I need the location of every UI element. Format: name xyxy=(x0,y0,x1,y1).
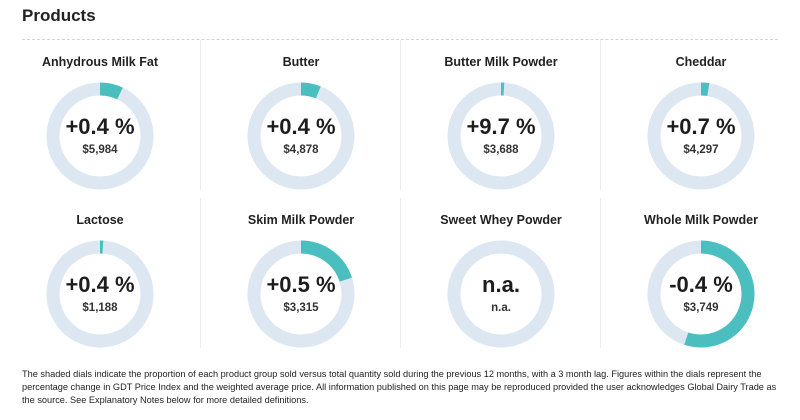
average-price: $3,315 xyxy=(283,302,319,314)
product-card[interactable]: Anhydrous Milk Fat +0.4 % $5,984 xyxy=(0,40,200,190)
average-price: $3,749 xyxy=(683,302,719,314)
average-price: $5,984 xyxy=(82,144,118,156)
price-index-change: +0.4 % xyxy=(65,272,135,297)
product-card[interactable]: Lactose +0.4 % $1,188 xyxy=(0,198,200,348)
dial-ring xyxy=(247,240,355,348)
average-price: $1,188 xyxy=(82,302,118,314)
section-title: Products xyxy=(22,6,96,25)
product-name: Whole Milk Powder xyxy=(644,213,758,227)
product-card[interactable]: Skim Milk Powder +0.5 % $3,315 xyxy=(200,198,401,348)
product-dial: +0.7 % $4,297 xyxy=(646,81,756,191)
dial-share-arc xyxy=(46,240,154,348)
dial-share-arc xyxy=(247,82,355,190)
product-dial: +0.4 % $1,188 xyxy=(45,239,155,349)
product-card[interactable]: Butter +0.4 % $4,878 xyxy=(200,40,401,190)
product-dial: +0.5 % $3,315 xyxy=(246,239,356,349)
product-dial: +0.4 % $4,878 xyxy=(246,81,356,191)
dial-share-arc xyxy=(647,240,755,348)
dial-ring xyxy=(447,82,555,190)
product-name: Sweet Whey Powder xyxy=(440,213,562,227)
price-index-change: -0.4 % xyxy=(669,272,733,297)
dial-share-arc xyxy=(647,82,755,190)
dial-share-arc xyxy=(46,82,154,190)
section-divider xyxy=(22,39,778,40)
product-row-1: Anhydrous Milk Fat +0.4 % $5,984 Butter xyxy=(0,40,800,190)
product-card[interactable]: Cheddar +0.7 % $4,297 xyxy=(600,40,800,190)
product-row-2: Lactose +0.4 % $1,188 Skim Milk Powder xyxy=(0,198,800,348)
product-dial: +0.4 % $5,984 xyxy=(45,81,155,191)
dial-ring xyxy=(647,82,755,190)
price-index-change: +9.7 % xyxy=(466,114,536,139)
price-index-change: +0.7 % xyxy=(666,114,736,139)
dial-share-arc xyxy=(447,82,555,190)
product-name: Butter Milk Powder xyxy=(444,55,558,69)
product-name: Butter xyxy=(282,55,320,69)
price-index-change: n.a. xyxy=(482,272,520,297)
product-dial: -0.4 % $3,749 xyxy=(646,239,756,349)
price-index-change: +0.5 % xyxy=(266,272,336,297)
product-name: Cheddar xyxy=(675,55,727,69)
product-dial: n.a. n.a. xyxy=(446,239,556,349)
product-card[interactable]: Butter Milk Powder +9.7 % $3,688 xyxy=(400,40,601,190)
price-index-change: +0.4 % xyxy=(65,114,135,139)
product-name: Anhydrous Milk Fat xyxy=(42,55,158,69)
product-name: Skim Milk Powder xyxy=(247,213,355,227)
dial-ring xyxy=(46,240,154,348)
dial-ring xyxy=(247,82,355,190)
average-price: $4,878 xyxy=(283,144,319,156)
footnote: The shaded dials indicate the proportion… xyxy=(22,369,777,405)
dial-share-arc xyxy=(247,240,355,348)
dial-track xyxy=(447,240,555,348)
product-dial: +9.7 % $3,688 xyxy=(446,81,556,191)
dial-ring xyxy=(46,82,154,190)
product-name: Lactose xyxy=(76,213,124,227)
product-card[interactable]: Whole Milk Powder -0.4 % $3,749 xyxy=(600,198,800,348)
dial-ring xyxy=(647,240,755,348)
product-card[interactable]: Sweet Whey Powder n.a. n.a. xyxy=(400,198,601,348)
average-price: $3,688 xyxy=(483,144,519,156)
price-index-change: +0.4 % xyxy=(266,114,336,139)
dial-ring xyxy=(447,240,555,348)
average-price: n.a. xyxy=(491,302,511,314)
average-price: $4,297 xyxy=(683,144,719,156)
